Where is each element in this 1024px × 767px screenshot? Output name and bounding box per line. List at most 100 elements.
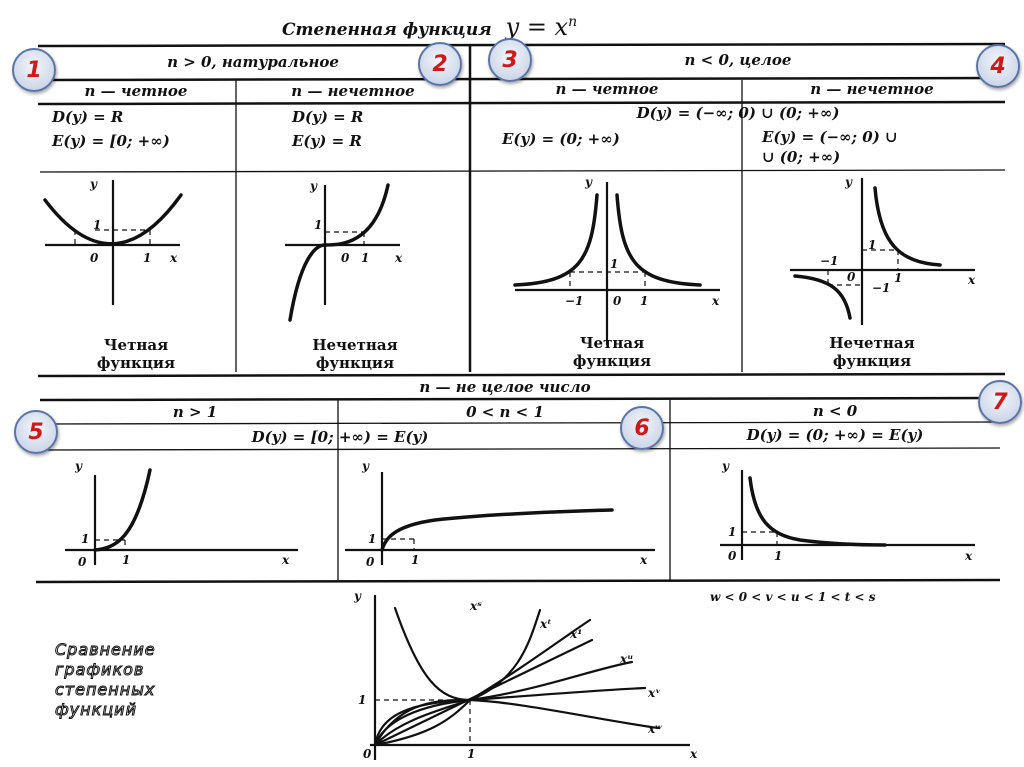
- badge-6: 6: [620, 406, 664, 450]
- graph-even-negative: [513, 182, 720, 345]
- graph-even-natural: [43, 180, 183, 305]
- one-label-7: 1: [774, 549, 782, 563]
- col1-caption: Четная функция: [97, 336, 175, 372]
- graph-odd-negative: [790, 178, 975, 325]
- middle-table-lines: [35, 396, 1001, 584]
- curve-extra: [373, 698, 472, 747]
- badge-7: 7: [978, 380, 1022, 424]
- col1-domain: D(y) = R: [52, 108, 124, 126]
- minus-one-label-4: −1: [820, 254, 838, 268]
- badge-1: 1: [12, 48, 56, 92]
- one-y-label-4: 1: [868, 238, 876, 252]
- graph-fractional-between: [345, 472, 655, 565]
- zero-label-1: 0: [90, 251, 99, 265]
- col2-range: E(y) = R: [292, 132, 362, 150]
- minus-one-y-label-4: −1: [872, 281, 890, 295]
- col2-caption-line1: Нечетная: [312, 336, 398, 354]
- col1-caption-line2: функция: [96, 354, 176, 372]
- col4-range-line2: ∪ (0; +∞): [762, 148, 841, 166]
- y-label-6: y: [361, 459, 370, 473]
- formula-exponent: n: [568, 14, 578, 30]
- y-label-2: y: [309, 179, 318, 193]
- graph-odd-natural: [285, 183, 400, 322]
- one-label-3: 1: [640, 294, 648, 308]
- zero-label-5: 0: [78, 555, 87, 569]
- y-label-1: y: [89, 177, 98, 191]
- formula-base: y = x: [505, 13, 569, 41]
- curve-w: [393, 606, 660, 730]
- zero-label-3: 0: [613, 294, 622, 308]
- one-label-5: 1: [122, 553, 130, 567]
- x-label-1: x: [169, 251, 178, 265]
- one-y-label-7: 1: [728, 525, 736, 539]
- middle-header: n — не целое число: [419, 378, 591, 396]
- zero-label-6: 0: [366, 555, 375, 569]
- x-label-8: x: [689, 747, 698, 761]
- y-label-7: y: [721, 459, 730, 473]
- y-label-4: y: [844, 175, 853, 189]
- x-label-7: x: [964, 549, 973, 563]
- natural-header: n > 0, натуральное: [167, 53, 339, 71]
- comparison-caption: Сравнение графиков степенных функций: [55, 640, 156, 720]
- col4-caption-line2: функция: [832, 352, 912, 370]
- graph-fractional-greater-one: [65, 468, 298, 565]
- badge-4: 4: [976, 44, 1020, 88]
- badge-3: 3: [488, 38, 532, 82]
- one-y-label-2: 1: [314, 218, 322, 232]
- minus-one-label-3: −1: [565, 294, 583, 308]
- col3-type: n — четное: [555, 80, 659, 98]
- graph-fractional-negative: [720, 470, 975, 560]
- zero-label-2: 0: [341, 251, 350, 265]
- curve-label-s: xˢ: [469, 599, 482, 613]
- x-label-6: x: [639, 553, 648, 567]
- curve-label-t: xᵗ: [539, 617, 552, 631]
- zero-label-7: 0: [728, 549, 737, 563]
- one-label-8: 1: [467, 747, 475, 761]
- col2-caption: Нечетная функция: [312, 336, 397, 372]
- badge-5: 5: [14, 410, 58, 454]
- col4-caption: Нечетная функция: [829, 334, 914, 370]
- middle-sub3: n < 0: [812, 402, 858, 420]
- curve-label-w: xʷ: [647, 722, 662, 736]
- graph-comparison: [370, 595, 690, 760]
- one-label-6: 1: [411, 553, 419, 567]
- one-label-2: 1: [361, 251, 369, 265]
- zero-label-8: 0: [363, 747, 372, 761]
- one-label-1: 1: [143, 251, 151, 265]
- curve-label-u: xᵘ: [619, 652, 633, 666]
- curve-label-v: xᵛ: [647, 686, 661, 700]
- col3-caption-line2: функция: [572, 352, 652, 370]
- badge-2: 2: [418, 42, 462, 86]
- y-label-8: y: [353, 589, 362, 603]
- one-y-label-1: 1: [93, 218, 101, 232]
- x-label-3: x: [711, 294, 720, 308]
- curve-v: [373, 686, 647, 747]
- exponent-inequality: w < 0 < v < u < 1 < t < s: [710, 590, 876, 604]
- one-y-label-5: 1: [81, 532, 89, 546]
- col4-type: n — нечетное: [810, 80, 934, 98]
- middle-domain1: D(y) = [0; +∞) = E(y): [251, 428, 429, 446]
- one-label-4: 1: [894, 271, 902, 285]
- col1-type: n — четное: [84, 82, 188, 100]
- col3-caption-line1: Четная: [579, 334, 645, 352]
- col2-type: n — нечетное: [291, 82, 415, 100]
- col2-domain: D(y) = R: [292, 108, 364, 126]
- neg-domain: D(y) = (−∞; 0) ∪ (0; +∞): [636, 104, 840, 122]
- page-title: Степенная функция y = xn: [282, 8, 577, 44]
- col1-caption-line1: Четная: [103, 336, 169, 354]
- title-text: Степенная функция: [282, 20, 492, 40]
- col3-caption: Четная функция: [573, 334, 651, 370]
- curve-one: [373, 638, 594, 747]
- negative-header: n < 0, целое: [684, 51, 792, 69]
- col4-caption-line1: Нечетная: [829, 334, 915, 352]
- x-label-4: x: [967, 273, 976, 287]
- one-y-label-6: 1: [368, 532, 376, 546]
- one-y-label-8: 1: [358, 693, 366, 707]
- x-label-5: x: [281, 553, 290, 567]
- comparison-caption-line1: Сравнение: [55, 640, 156, 660]
- comparison-caption-line2: графиков: [55, 660, 145, 680]
- zero-label-4: 0: [847, 270, 856, 284]
- y-label-5: y: [74, 459, 83, 473]
- middle-sub1: n > 1: [172, 403, 218, 421]
